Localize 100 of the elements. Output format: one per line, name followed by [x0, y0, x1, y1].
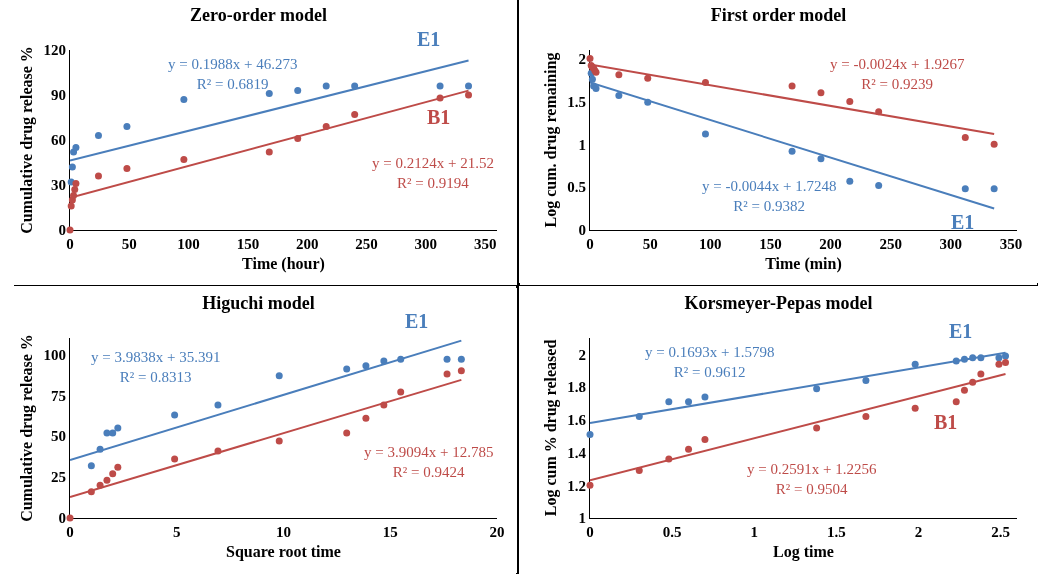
y-tick-label: 75: [51, 387, 66, 404]
point: [123, 165, 131, 172]
y-tick-label: 0.5: [567, 179, 586, 196]
point: [71, 186, 79, 193]
point: [180, 96, 188, 103]
chart-title: Zero-order model: [190, 5, 327, 26]
x-tick-label: 150: [759, 236, 782, 252]
x-axis-title: Log time: [773, 542, 834, 561]
point: [343, 365, 351, 373]
point: [701, 393, 709, 401]
point: [977, 354, 985, 362]
y-tick-label: 1.8: [567, 379, 586, 396]
point: [977, 370, 985, 378]
point: [265, 90, 273, 97]
point: [635, 467, 643, 475]
x-tick-label: 50: [121, 236, 137, 252]
annotation: y = 0.1693x + 1.5798 R² = 0.9612: [645, 344, 775, 380]
point: [436, 94, 444, 102]
x-tick-label: 0.5: [662, 524, 682, 540]
point: [70, 192, 78, 199]
point: [214, 447, 222, 455]
point: [701, 435, 709, 443]
point: [265, 148, 273, 156]
x-tick-label: 20: [489, 524, 505, 540]
point: [66, 514, 74, 522]
point: [362, 414, 370, 422]
annotation: y = 0.2124x + 21.52 R² = 0.9194: [372, 155, 494, 191]
y-axis-title: Cumulative drug release %: [18, 46, 37, 234]
point: [214, 401, 222, 409]
point: [995, 354, 1003, 362]
point: [588, 75, 596, 83]
series-label: B1: [934, 411, 958, 433]
point: [465, 91, 473, 99]
chart-title: Korsmeyer-Pepas model: [684, 293, 873, 314]
point: [969, 378, 977, 386]
x-tick-label: 200: [819, 236, 842, 252]
x-tick-label: 2.5: [991, 524, 1010, 540]
chart-title: First order model: [710, 5, 847, 26]
y-axis-title: Log cum. drug remaining: [542, 52, 561, 228]
point: [294, 87, 302, 94]
point: [644, 98, 652, 106]
point: [103, 476, 111, 484]
point: [457, 355, 465, 363]
point: [995, 360, 1003, 368]
series-label: E1: [949, 320, 973, 342]
point: [990, 185, 998, 193]
point: [322, 123, 330, 130]
point: [109, 429, 117, 437]
point: [275, 437, 283, 445]
point: [294, 135, 302, 142]
point: [322, 82, 330, 90]
point: [275, 372, 283, 380]
point: [615, 91, 623, 99]
point: [875, 108, 883, 116]
point: [846, 97, 854, 105]
annotation: y = -0.0024x + 1.9267 R² = 0.9239: [830, 56, 965, 92]
y-axis-title: Log cum % drug released: [542, 339, 561, 517]
point: [635, 413, 643, 421]
x-tick-label: 5: [173, 524, 181, 540]
point: [443, 370, 451, 378]
x-tick-label: 10: [276, 524, 291, 540]
y-tick-label: 50: [51, 428, 66, 445]
point: [67, 202, 75, 210]
point: [952, 357, 960, 365]
point: [87, 488, 95, 496]
point: [96, 481, 104, 489]
series-label: E1: [405, 310, 429, 332]
y-tick-label: 60: [51, 132, 66, 149]
point: [911, 360, 919, 368]
x-tick-label: 15: [382, 524, 398, 540]
series-label: E1: [417, 28, 441, 50]
point: [380, 357, 388, 365]
point: [813, 424, 821, 432]
point: [343, 429, 351, 437]
point: [665, 455, 673, 463]
point: [911, 404, 919, 412]
x-axis-title: Time (hour): [242, 254, 325, 273]
point: [457, 367, 465, 375]
point: [72, 180, 80, 187]
x-axis-title: Square root time: [226, 542, 341, 561]
point: [94, 172, 102, 180]
point: [701, 130, 709, 138]
y-tick-label: 0: [578, 222, 586, 239]
point: [586, 431, 594, 439]
point: [351, 111, 359, 118]
annotation: y = 3.9094x + 12.785 R² = 0.9424: [364, 444, 494, 480]
point: [788, 82, 796, 90]
point: [586, 55, 594, 63]
point: [397, 355, 405, 363]
y-axis-title: Cumulative drug release %: [18, 334, 37, 522]
x-tick-label: 100: [177, 236, 200, 252]
annotation: y = 0.2591x + 1.2256 R² = 0.9504: [747, 461, 877, 497]
annotation: y = -0.0044x + 1.7248 R² = 0.9382: [702, 178, 837, 214]
y-tick-label: 1.4: [567, 444, 587, 461]
x-tick-label: 1: [750, 524, 758, 540]
point: [644, 74, 652, 82]
x-tick-label: 250: [355, 236, 378, 252]
point: [171, 411, 179, 419]
x-tick-label: 300: [939, 236, 963, 252]
y-tick-label: 1: [578, 136, 586, 153]
